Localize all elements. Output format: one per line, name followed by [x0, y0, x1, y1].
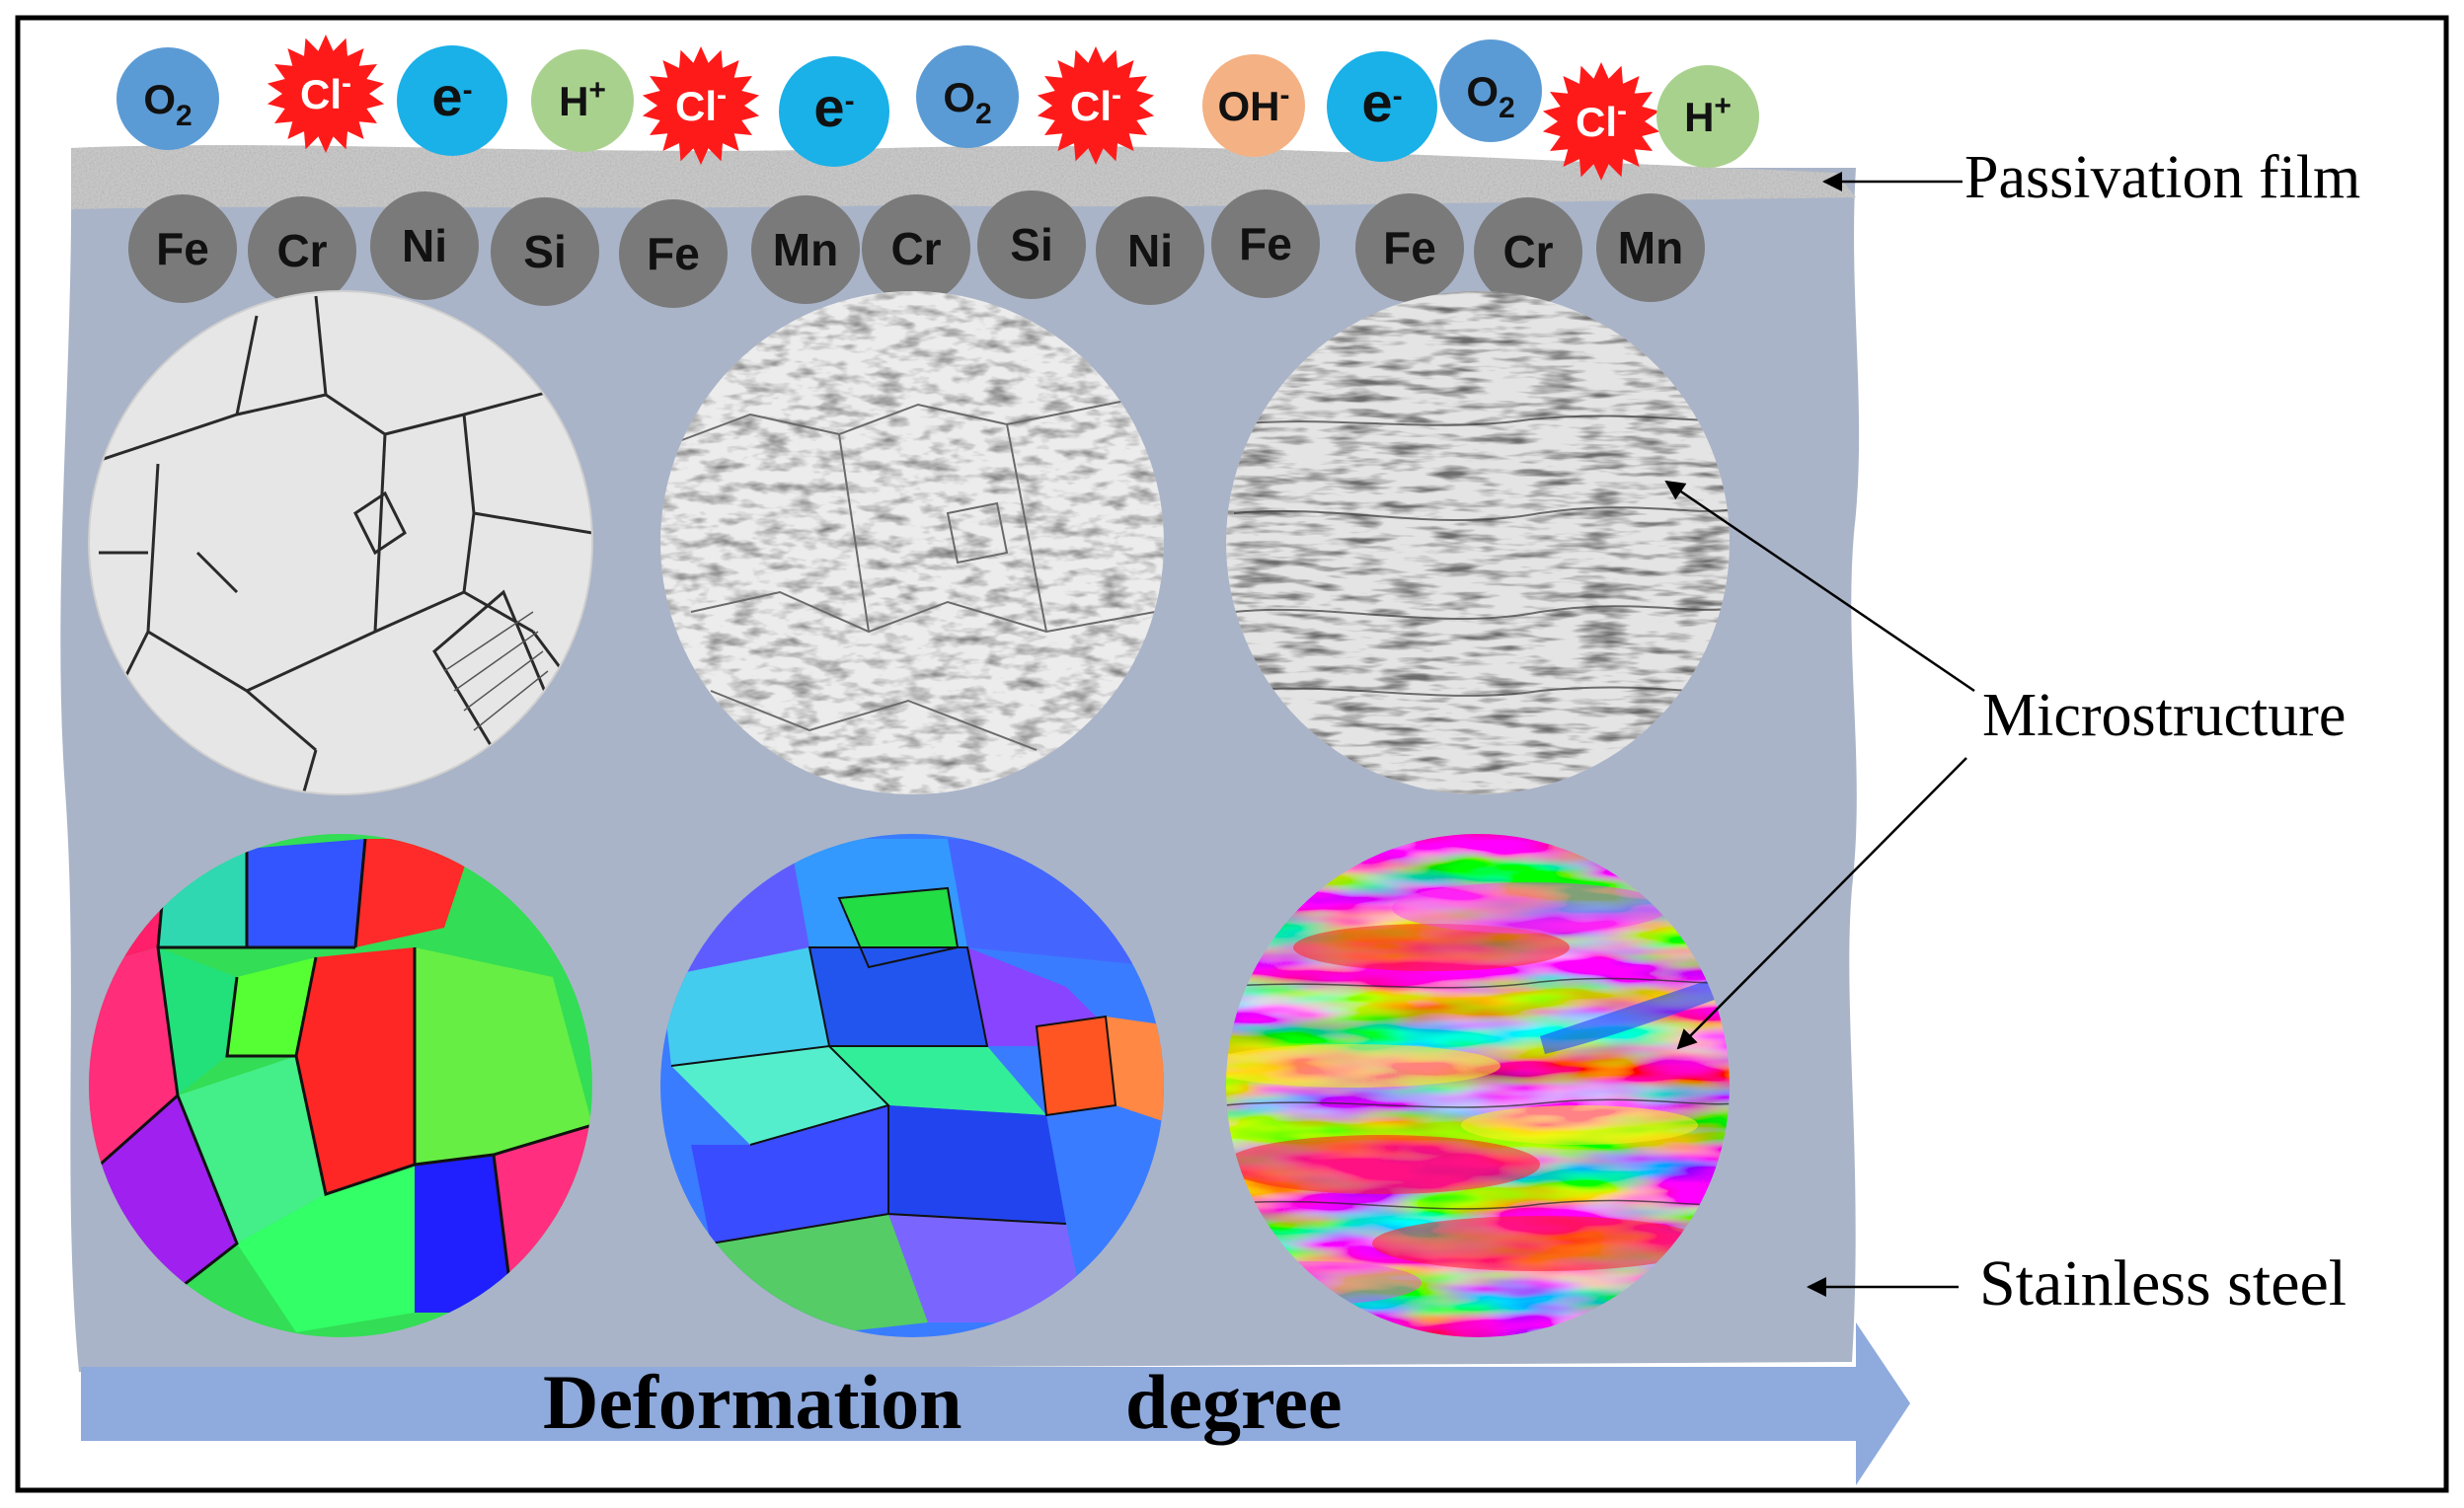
ion-cl: Cl-: [642, 46, 760, 165]
ion-o2: O2: [916, 45, 1019, 148]
ion-charge: -: [463, 74, 473, 107]
atom-cr: Cr: [1474, 197, 1582, 306]
atom-cr: Cr: [862, 194, 970, 303]
ion-o2: O2: [1439, 39, 1542, 142]
ion-label: H+: [1684, 90, 1732, 140]
ebsd-map-3: [1226, 834, 1730, 1337]
ion-charge: -: [1617, 95, 1627, 127]
ion-e: e-: [397, 45, 507, 156]
microstructure-label: Microstructure: [1982, 682, 2346, 749]
ion-label: Cl-: [1070, 79, 1121, 129]
ebsd-map-1: [89, 834, 592, 1337]
atom-fe: Fe: [619, 199, 728, 308]
ion-symbol: H: [1684, 94, 1714, 140]
stainless-steel-label: Stainless steel: [1979, 1247, 2347, 1320]
ion-label: Cl-: [1576, 95, 1627, 145]
ion-o2: O2: [116, 47, 219, 150]
ion-label: H+: [559, 74, 606, 124]
atom-symbol: Fe: [647, 228, 700, 279]
ion-symbol: e: [431, 65, 462, 127]
ion-label: e-: [1361, 71, 1402, 133]
ion-h: H+: [1656, 65, 1759, 168]
atom-mn: Mn: [1596, 193, 1705, 302]
ion-charge: -: [1112, 79, 1121, 112]
ion-label: e-: [431, 65, 472, 127]
ion-symbol: OH: [1218, 83, 1280, 129]
ion-row: O2 Cl-e- H+ Cl-e- O2 Cl- OH-e- O2 Cl- H+: [116, 35, 1759, 181]
atom-symbol: Ni: [1127, 225, 1173, 276]
passivation-film: [71, 145, 1856, 209]
ion-symbol: H: [559, 78, 588, 124]
ion-label: Cl-: [300, 67, 351, 117]
ion-charge: -: [1393, 80, 1403, 113]
ion-label: OH-: [1218, 79, 1290, 129]
atom-fe: Fe: [1355, 193, 1464, 302]
ion-e: e-: [779, 56, 889, 167]
ion-charge: +: [588, 74, 606, 107]
ion-subscript: 2: [1499, 92, 1515, 124]
atom-fe: Fe: [1211, 189, 1320, 298]
ion-charge: -: [717, 79, 727, 112]
ion-label: e-: [813, 76, 854, 138]
atom-symbol: Si: [523, 226, 566, 277]
ion-cl: Cl-: [267, 35, 385, 153]
degree-label: degree: [1125, 1359, 1342, 1445]
atom-symbol: Cr: [1502, 226, 1553, 277]
optical-micrograph-1: [89, 291, 592, 794]
ion-symbol: e: [813, 76, 844, 138]
ion-charge: +: [1714, 90, 1732, 122]
deformation-arrow: Deformation degree: [81, 1322, 1910, 1485]
ion-charge: -: [845, 85, 855, 117]
ion-label: O2: [1466, 68, 1514, 124]
ion-label: Cl-: [675, 79, 727, 129]
ion-h: H+: [531, 49, 634, 152]
ion-charge: -: [1280, 79, 1290, 112]
ion-label: O2: [943, 74, 991, 130]
deformation-label: Deformation: [543, 1359, 962, 1445]
ion-symbol: Cl: [1576, 99, 1617, 145]
atom-row: Fe Cr Ni Si Fe Mn Cr Si Ni Fe Fe Cr Mn: [128, 189, 1705, 308]
ion-symbol: O: [943, 74, 975, 120]
microstructure-pointer-lower: [1676, 757, 1967, 1050]
atom-symbol: Fe: [1239, 218, 1292, 269]
microstructure-pointer-upper: [1664, 480, 1975, 693]
ion-symbol: Cl: [1070, 83, 1112, 129]
ion-symbol: Cl: [300, 71, 342, 117]
optical-micrograph-3: [1226, 291, 1730, 794]
atom-fe: Fe: [128, 194, 237, 303]
atom-ni: Ni: [370, 191, 479, 300]
atom-si: Si: [977, 190, 1086, 299]
atom-symbol: Si: [1010, 219, 1052, 270]
passivation-film-label: Passivation film: [1964, 144, 2360, 211]
ion-e: e-: [1327, 51, 1437, 162]
optical-micrograph-2: [660, 291, 1164, 794]
atom-cr: Cr: [248, 196, 356, 305]
atom-symbol: Cr: [276, 225, 327, 276]
ion-symbol: O: [143, 76, 176, 122]
ion-label: O2: [143, 76, 192, 132]
atom-symbol: Mn: [1618, 222, 1683, 273]
ion-subscript: 2: [176, 100, 192, 132]
ion-oh: OH-: [1202, 54, 1305, 157]
atom-symbol: Cr: [890, 223, 941, 274]
atom-mn: Mn: [751, 195, 860, 304]
ebsd-map-2: [660, 834, 1164, 1337]
ion-symbol: Cl: [675, 83, 717, 129]
atom-symbol: Ni: [402, 220, 447, 271]
atom-si: Si: [491, 197, 599, 306]
atom-ni: Ni: [1096, 196, 1204, 305]
ion-subscript: 2: [975, 98, 992, 130]
atom-symbol: Fe: [1383, 222, 1436, 273]
atom-symbol: Mn: [773, 224, 838, 275]
ion-charge: -: [342, 67, 351, 100]
ion-symbol: O: [1466, 68, 1499, 114]
ion-cl: Cl-: [1542, 62, 1660, 181]
atom-symbol: Fe: [156, 223, 209, 274]
ion-symbol: e: [1361, 71, 1392, 133]
ion-cl: Cl-: [1037, 46, 1155, 165]
